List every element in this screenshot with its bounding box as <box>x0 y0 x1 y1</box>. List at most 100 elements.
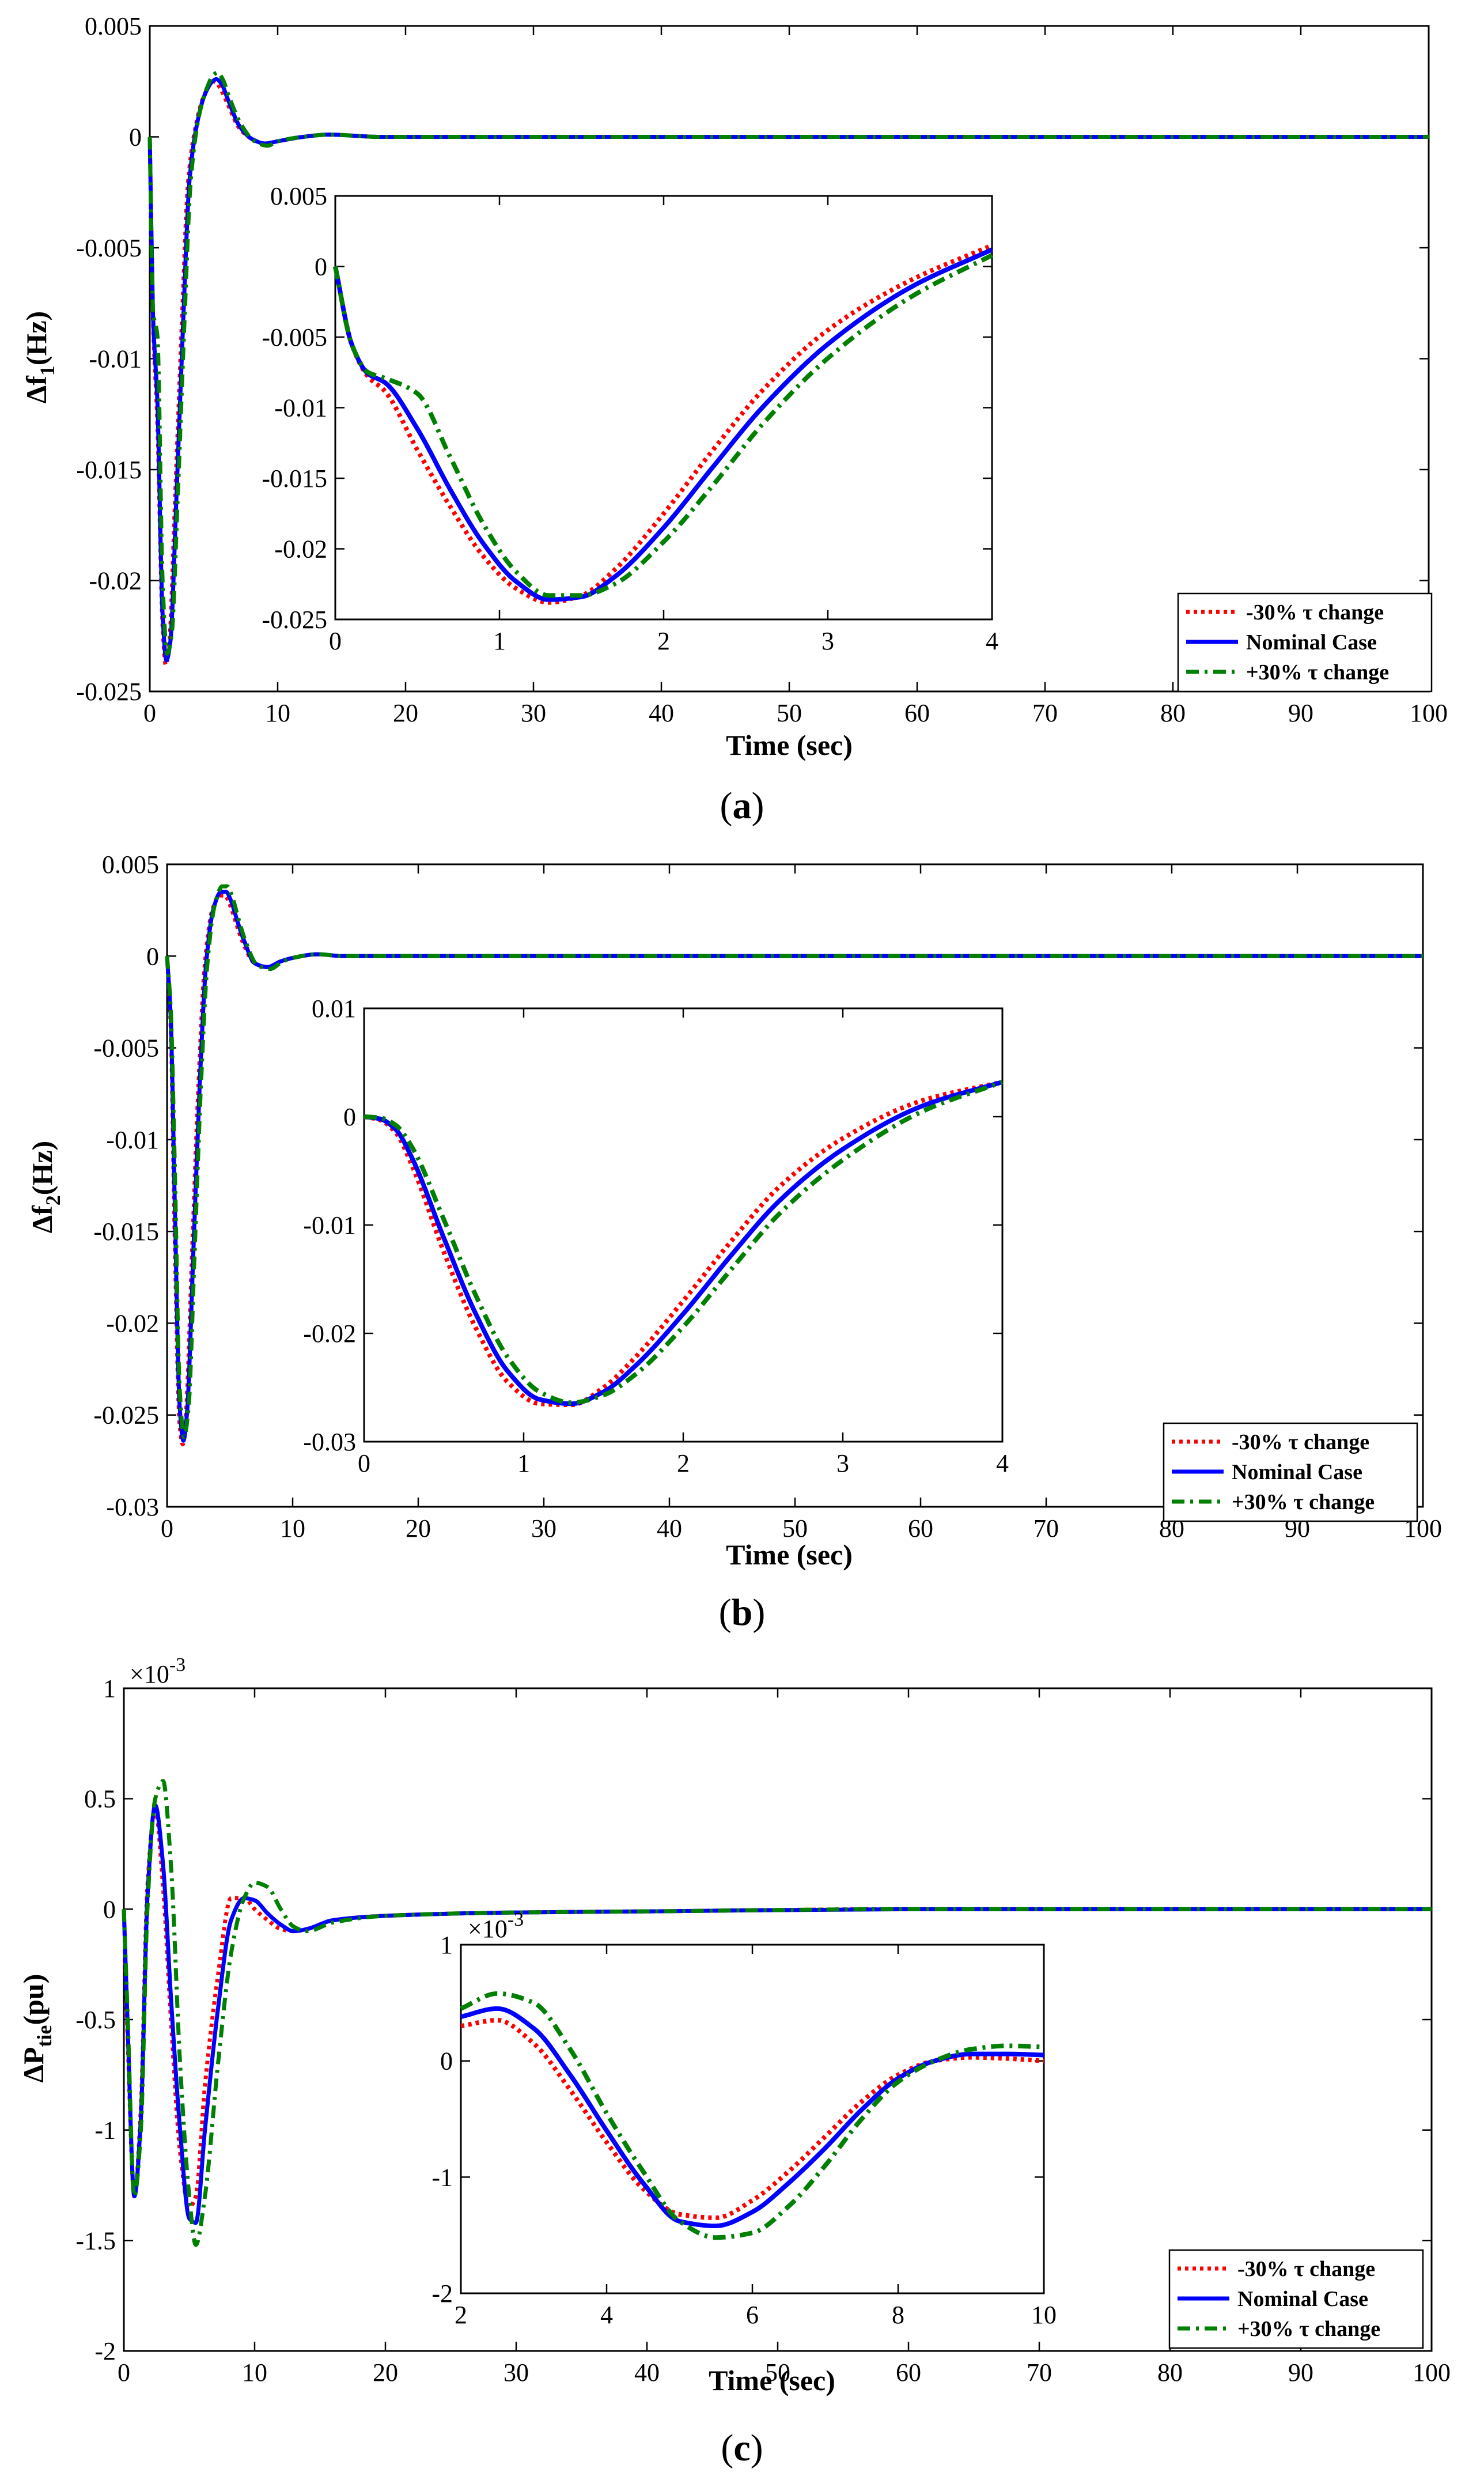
main-xtick-label: 60 <box>908 1514 933 1543</box>
inset-ytick-label: -1 <box>431 2163 453 2191</box>
inset-ytick-label: -0.015 <box>262 464 327 493</box>
inset-xtick-label: 4 <box>996 1449 1009 1477</box>
main-xtick-label: 90 <box>1288 699 1313 727</box>
panel-label: (b) <box>719 1591 766 1634</box>
main-xtick-label: 80 <box>1157 2358 1183 2387</box>
main-ytick-label: -0.015 <box>93 1218 159 1246</box>
y-axis-label-sub: 2 <box>41 1195 65 1205</box>
main-xtick-label: 40 <box>657 1514 682 1543</box>
main-xtick-label: 70 <box>1032 699 1058 727</box>
panel-b: 0 10 20 30 40 50 60 70 80 90 100-0.03-0.025-0.02-0… <box>26 850 1442 1634</box>
inset-ytick-label: 1 <box>440 1931 453 1959</box>
main-xtick-label: 50 <box>765 2358 790 2387</box>
inset-series-line-dashdot <box>460 1991 1044 2240</box>
series-line-dashdot <box>147 70 1429 656</box>
main-xtick-label: 100 <box>1413 2358 1451 2387</box>
panel-label-letter: a <box>733 785 752 827</box>
y-exponent-label: ×10-3 <box>130 1654 186 1688</box>
inset-xtick-label: 2 <box>657 627 670 655</box>
legend-entry: Nominal Case <box>1232 1460 1362 1484</box>
inset-series-line-dashdot <box>333 253 993 598</box>
inset-ytick-label: 0.01 <box>312 995 356 1023</box>
main-xtick-label: 30 <box>504 2358 529 2387</box>
x-axis-label: Time (sec) <box>709 2364 835 2396</box>
main-xtick-label: 60 <box>904 699 930 727</box>
main-xtick-label: 70 <box>1027 2358 1052 2387</box>
main-ytick-label: -0.03 <box>106 1493 159 1521</box>
main-ytick-label: -0.025 <box>93 1401 159 1430</box>
y-axis-label-unit: (Hz) <box>20 311 52 365</box>
legend: -30% τ change Nominal Case +30% τ change <box>1177 592 1433 693</box>
inset-xtick-label: 10 <box>1031 2301 1057 2329</box>
inset-ytick-label: -0.025 <box>262 606 327 634</box>
panel-label-open: ( <box>720 785 733 827</box>
main-xtick-label: 10 <box>242 2358 267 2387</box>
main-ytick-label: -2 <box>94 2337 116 2365</box>
series-line-dashdot <box>122 1779 1432 2247</box>
legend-entry: -30% τ change <box>1232 1430 1369 1454</box>
main-ytick-label: -1 <box>94 2116 116 2145</box>
main-xtick-label: 20 <box>393 699 418 727</box>
y-axis-label-unit: (Hz) <box>26 1141 58 1195</box>
main-ytick-label: 0 <box>103 1895 116 1923</box>
main-ytick-label: -0.005 <box>76 234 142 262</box>
panel-label-open: ( <box>721 2427 733 2469</box>
inset-ytick-label: 0.005 <box>270 182 327 210</box>
main-xtick-label: 20 <box>406 1514 431 1543</box>
main-ytick-label: -0.01 <box>89 345 142 373</box>
x-axis-label: Time (sec) <box>726 1538 853 1571</box>
series-line-dotted <box>122 1808 1432 2210</box>
legend-entry: +30% τ change <box>1246 660 1389 685</box>
y-exponent-power: -3 <box>169 1654 186 1676</box>
main-ytick-label: 0.5 <box>84 1785 116 1813</box>
main-xtick-label: 0 <box>118 2358 130 2387</box>
main-ytick-label: -0.02 <box>106 1309 159 1337</box>
main-xtick-label: 50 <box>777 699 802 727</box>
main-ytick-label: -0.02 <box>89 567 142 595</box>
inset-ytick-label: 0 <box>343 1103 356 1131</box>
y-axis-label-unit: (pu) <box>17 1974 50 2025</box>
inset-xtick-label: 2 <box>455 2301 467 2329</box>
legend-entry: +30% τ change <box>1237 2317 1380 2341</box>
inset-ytick-label: -0.03 <box>303 1428 356 1456</box>
y-axis-label: Δf1(Hz) <box>20 311 59 403</box>
main-xtick-label: 0 <box>143 699 156 727</box>
panel-c: 0 10 20 30 40 50 60 70 80 90 100-2-1.5-1-0.500.51Δ… <box>17 1654 1451 2469</box>
y-axis-label-main: Δf <box>26 1205 58 1233</box>
inset-axes-box <box>460 1944 1045 2294</box>
panel-label: (a) <box>720 785 764 827</box>
main-xtick-label: 50 <box>782 1514 808 1543</box>
main-xtick-label: 30 <box>531 1514 556 1543</box>
inset-xtick-label: 3 <box>836 1449 849 1477</box>
main-xtick-label: 40 <box>649 699 674 727</box>
inset-axes-box <box>334 195 993 621</box>
main-ytick-label: 0.005 <box>102 850 159 879</box>
inset-axes-box <box>363 1007 1004 1443</box>
legend: -30% τ change Nominal Case +30% τ change <box>1168 2249 1424 2349</box>
x-axis-label: Time (sec) <box>726 729 853 761</box>
legend-entry: Nominal Case <box>1237 2287 1368 2311</box>
inset-xtick-label: 2 <box>677 1449 690 1477</box>
inset-xtick-label: 6 <box>746 2301 759 2329</box>
inset-xtick-label: 0 <box>358 1449 370 1477</box>
inset-ytick-label: 0 <box>315 253 327 281</box>
y-axis-label-sub: 1 <box>36 365 59 376</box>
inset-exponent-label: ×10-3 <box>468 1909 524 1943</box>
y-axis-label: Δf2(Hz) <box>26 1141 65 1233</box>
legend-entry: -30% τ change <box>1246 600 1384 625</box>
main-ytick-label: -0.015 <box>76 456 142 484</box>
main-xtick-label: 40 <box>634 2358 660 2387</box>
main-xtick-label: 70 <box>1034 1514 1059 1543</box>
inset-series-line-solid <box>333 247 993 602</box>
inset-ytick-label: -0.01 <box>274 394 327 422</box>
panel-label-letter: b <box>732 1591 753 1634</box>
inset-series-line-dotted <box>333 243 993 605</box>
main-ytick-label: 0 <box>146 942 159 970</box>
main-xtick-label: 100 <box>1410 699 1448 727</box>
series-line-solid <box>122 1803 1432 2225</box>
main-xtick-label: 0 <box>161 1514 173 1543</box>
inset-ytick-label: -0.02 <box>303 1320 356 1348</box>
main-ytick-label: -0.005 <box>93 1034 159 1063</box>
legend-entry: Nominal Case <box>1246 630 1377 655</box>
